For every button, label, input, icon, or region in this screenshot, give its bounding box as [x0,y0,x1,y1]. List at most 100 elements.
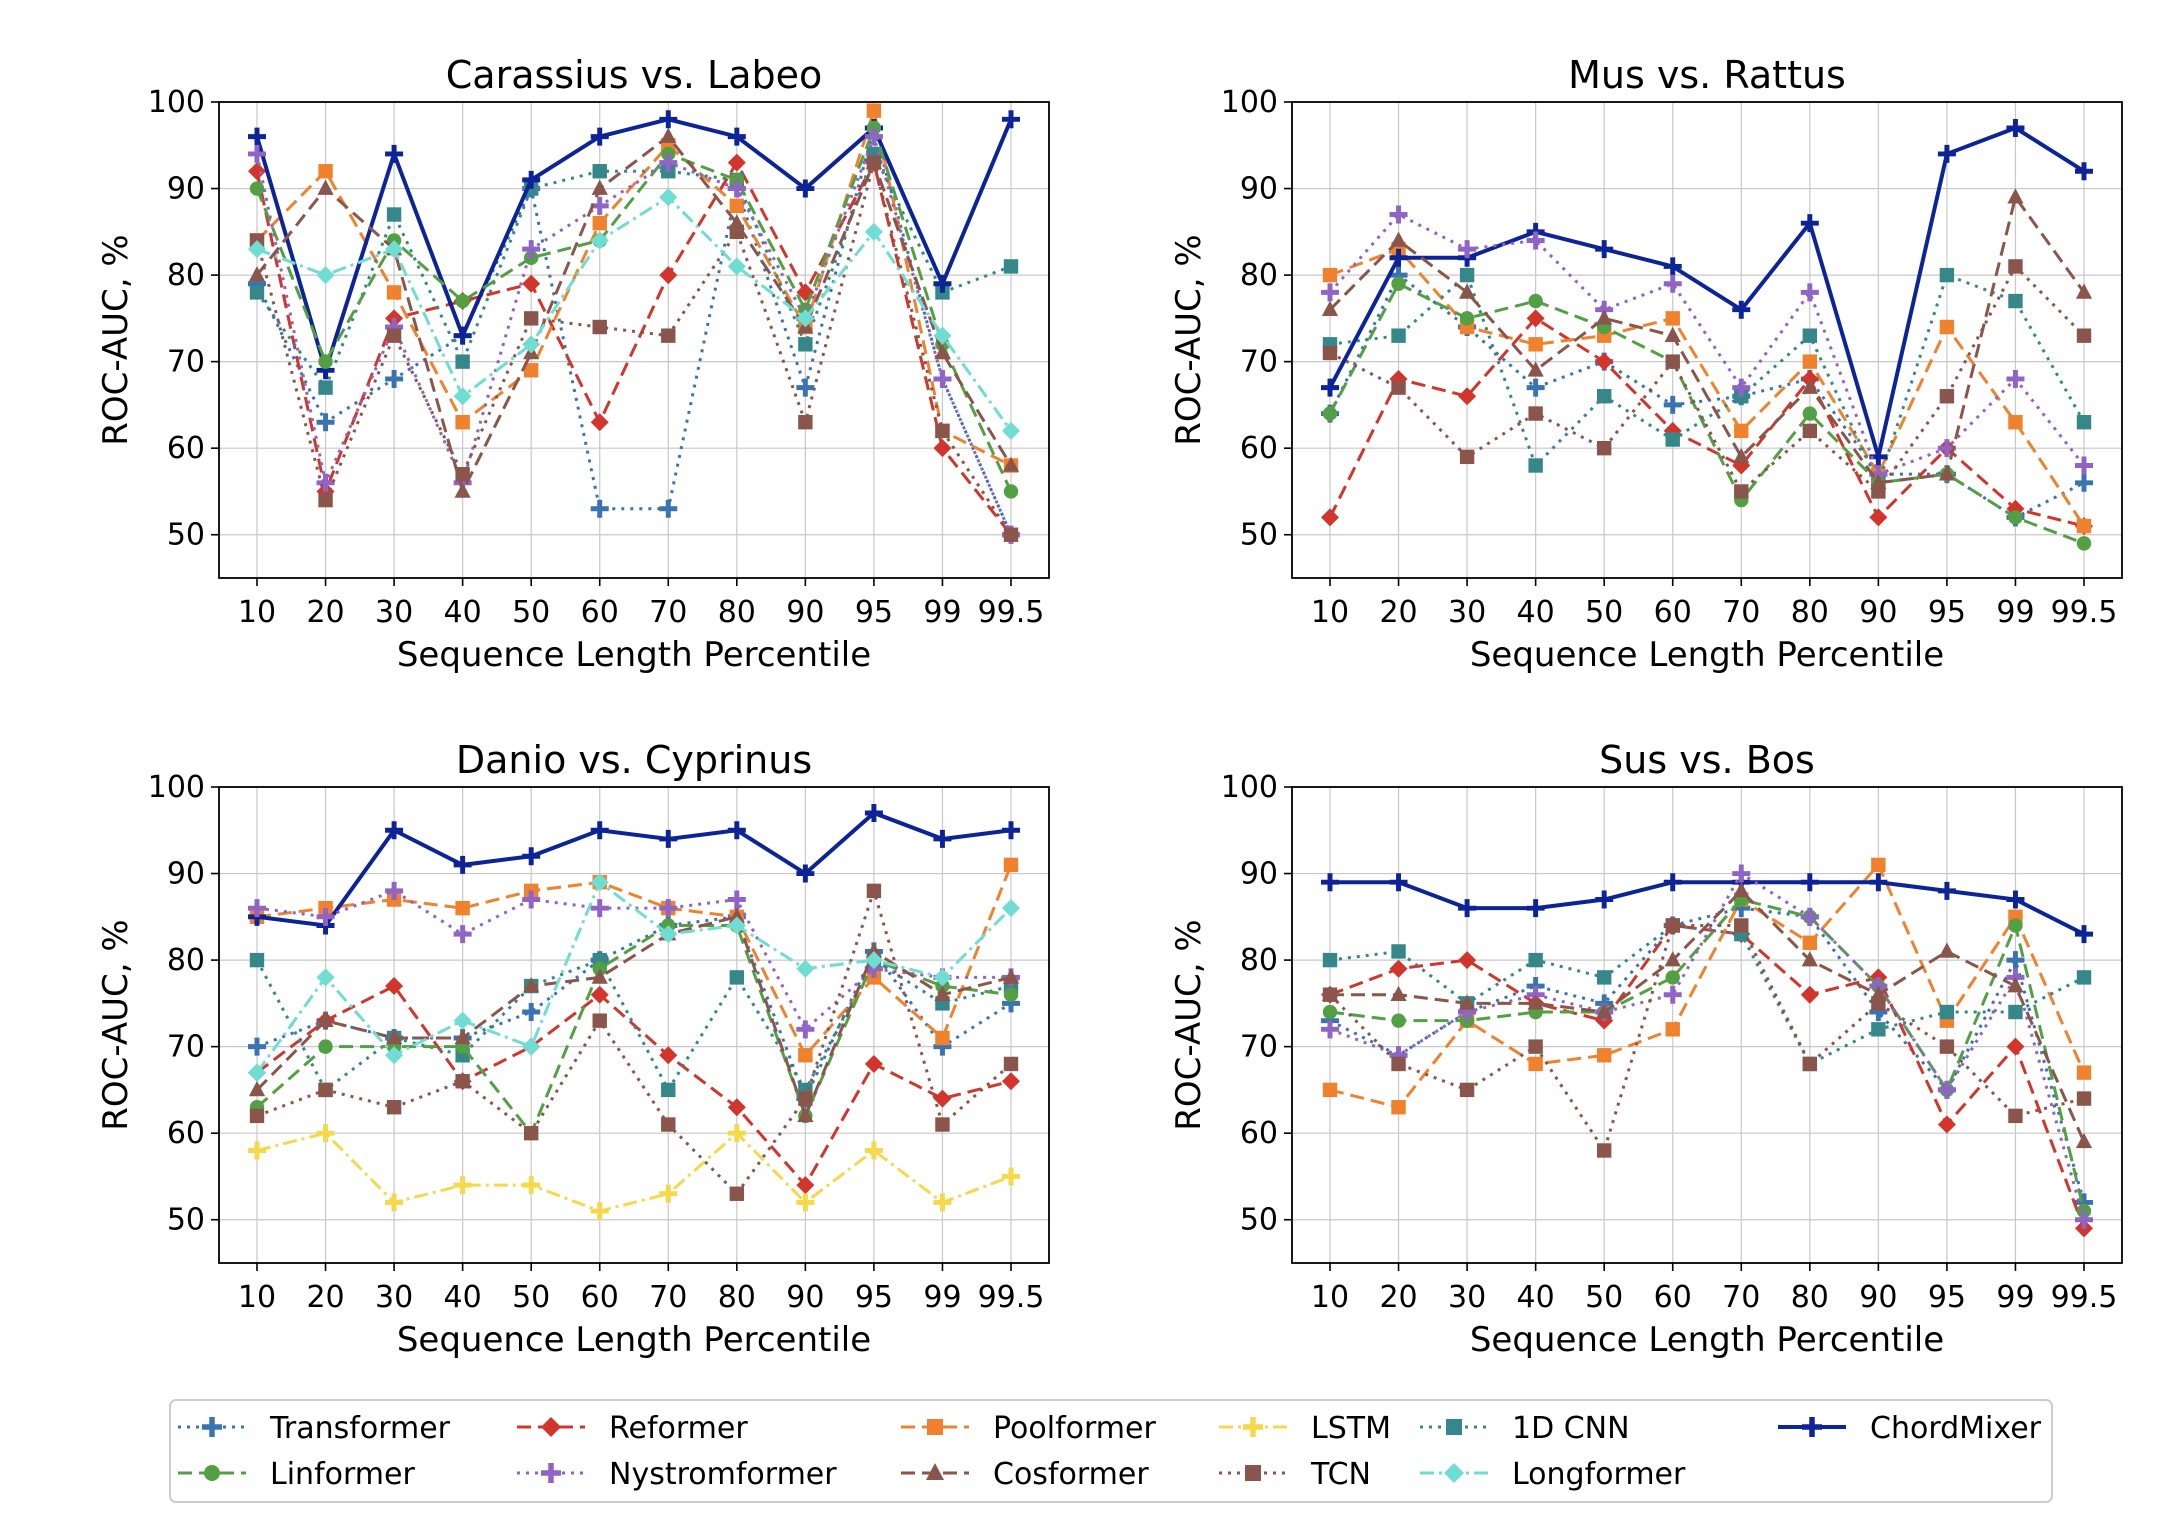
data-point-cosformer [385,1028,403,1045]
y-tick-label: 90 [167,857,205,892]
data-point-lstm [933,1193,952,1212]
data-point-longformer [522,1037,541,1056]
data-point-cosformer [523,977,540,993]
data-point-linformer [1528,293,1543,309]
x-axis-label: Sequence Length Percentile [397,635,871,675]
data-point-tcn [1322,345,1338,361]
data-point-poolformer [1939,319,1955,335]
series-nystromformer [248,881,1020,1039]
data-point-tcn [866,883,882,899]
data-point-poolformer [798,1048,813,1063]
data-point-nystromformer [2075,1210,2093,1229]
data-point-nystromformer [796,1020,815,1039]
x-tick-label: 50 [1585,1280,1623,1315]
data-point-cnn [1459,267,1475,283]
data-point-linformer [1459,311,1475,326]
data-point-longformer [727,916,746,935]
data-point-reformer [659,1046,678,1065]
x-tick-label: 30 [1448,595,1486,630]
series-line-tcn [255,156,1013,536]
x-tick-label: 20 [306,1280,344,1315]
data-point-poolformer [866,103,882,118]
series-cnn [1322,918,2092,1072]
data-point-tcn [1459,449,1475,465]
data-point-transformer [248,1037,266,1056]
series-line-linformer [1329,897,2086,1212]
x-tick-label: 99 [1996,1280,2034,1315]
data-point-chordmixer [2075,925,2093,944]
x-tick-label: 50 [1585,595,1623,630]
data-point-tcn [455,1074,470,1089]
data-point-cnn [249,952,265,968]
y-tick-label: 80 [167,943,205,978]
data-point-linformer [249,181,265,196]
data-point-nystromformer [2075,456,2093,475]
data-point-poolformer [1596,1048,1612,1063]
y-tick-label: 100 [1221,85,1278,120]
data-point-cosformer [1458,283,1476,299]
data-point-reformer [1800,985,1819,1004]
data-point-chordmixer [1595,890,1614,909]
series-tcn [249,883,1019,1201]
data-point-chordmixer [453,855,472,874]
data-point-nystromformer [1663,274,1682,293]
data-point-cnn [1391,944,1406,959]
data-point-cosformer [1321,300,1339,317]
data-point-reformer [385,977,404,996]
data-point-cosformer [865,942,883,958]
chart-title: Sus vs. Bos [1599,738,1815,782]
data-point-poolformer [1734,423,1749,439]
data-point-tcn [1734,918,1749,933]
y-tick-label: 50 [1240,1203,1278,1238]
data-point-chordmixer [796,864,815,883]
data-point-cnn [455,354,470,369]
data-point-linformer [1802,406,1818,421]
data-point-poolformer [935,1030,950,1046]
series-line-poolformer [1329,247,2086,527]
data-point-nystromformer [727,179,746,198]
data-point-transformer [316,413,335,432]
series-line-cosformer [1328,193,2086,485]
legend-marker-nystromformer [541,1463,561,1483]
x-tick-label: 10 [1311,595,1349,630]
series-line-reformer [1328,316,2085,528]
data-point-nystromformer [659,153,678,172]
x-tick-label: 90 [1859,1280,1897,1315]
data-point-nystromformer [248,144,266,163]
data-point-transformer [522,1003,541,1022]
series-line-poolformer [256,864,1013,1058]
data-point-chordmixer [1595,240,1614,259]
data-point-reformer [864,1054,883,1073]
data-point-reformer [522,274,541,293]
series-line-tcn [1328,923,2085,1154]
y-tick-label: 90 [1240,172,1278,207]
x-tick-label: 90 [786,1280,824,1315]
data-point-cnn [1939,1004,1955,1020]
data-point-longformer [933,968,952,987]
data-point-tcn [935,1117,950,1132]
data-point-nystromformer [385,881,404,900]
series-line-reformer [255,158,1013,536]
data-point-chordmixer [1389,248,1408,267]
data-point-nystromformer [1526,231,1545,250]
data-point-cnn [729,970,745,985]
x-tick-label: 10 [1311,1280,1349,1315]
chart-title: Danio vs. Cyprinus [456,738,812,782]
data-point-cnn [1528,952,1543,968]
data-point-cosformer [454,1028,471,1045]
legend-item-tcn: TCN [1219,1457,1371,1492]
data-point-lstm [590,1202,609,1221]
data-point-nystromformer [316,473,335,492]
data-point-cosformer [1938,942,1956,958]
data-point-tcn [592,1013,607,1028]
data-point-cnn [386,207,402,222]
y-tick-label: 60 [167,431,205,466]
data-point-chordmixer [1937,144,1956,163]
data-point-tcn [1665,918,1680,933]
series-line-linformer [1328,281,2085,545]
data-point-chordmixer [248,127,266,146]
x-tick-label: 80 [1791,595,1829,630]
data-point-linformer [1003,484,1019,499]
x-tick-label: 99.5 [2051,595,2118,630]
